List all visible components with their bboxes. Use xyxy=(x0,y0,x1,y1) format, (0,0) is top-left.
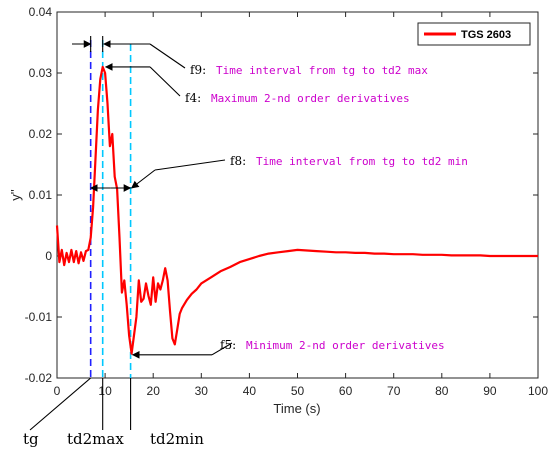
f8-leader xyxy=(154,159,226,171)
x-axis-label: Time (s) xyxy=(273,401,320,416)
y-tick-label: -0.01 xyxy=(25,310,53,324)
x-tick-label: 70 xyxy=(387,384,401,398)
x-tick-label: 10 xyxy=(98,384,112,398)
f4-leader xyxy=(149,66,181,97)
x-tick-label: 40 xyxy=(243,384,257,398)
f9-leader xyxy=(149,43,186,69)
marker-label-tg: tg xyxy=(23,430,39,448)
annotation-f8-text: Time interval from tg to td2 min xyxy=(256,155,468,168)
annotation-f5-key: f5: xyxy=(220,338,236,352)
annotation-f8: f8: Time interval from tg to td2 min xyxy=(230,154,468,168)
x-tick-label: 80 xyxy=(435,384,449,398)
legend: TGS 2603 xyxy=(417,22,531,46)
annotation-f4: f4: Maximum 2-nd order derivatives xyxy=(185,91,410,105)
x-tick-label: 0 xyxy=(54,384,61,398)
x-tick-label: 30 xyxy=(195,384,209,398)
marker-label-td2min: td2min xyxy=(150,430,204,448)
y-tick-label: 0.04 xyxy=(29,5,53,19)
marker-lines xyxy=(89,40,132,378)
y-tick-label: 0.02 xyxy=(29,127,53,141)
annotation-f4-text: Maximum 2-nd order derivatives xyxy=(211,92,410,105)
annotation-f4-key: f4: xyxy=(185,91,201,105)
x-axis-ticks: 0 10 20 30 40 50 60 70 80 90 100 xyxy=(54,12,548,398)
x-tick-label: 100 xyxy=(528,384,548,398)
x-tick-label: 60 xyxy=(339,384,353,398)
f5-leader xyxy=(211,342,233,356)
y-axis-label: y'' xyxy=(8,189,23,200)
y-tick-label: 0.01 xyxy=(29,188,53,202)
legend-entry: TGS 2603 xyxy=(461,29,511,41)
x-tick-label: 50 xyxy=(291,384,305,398)
f8-pointer xyxy=(130,169,156,189)
annotation-f9: f9: Time interval from tg to td2 max xyxy=(190,63,428,77)
series-layer xyxy=(55,65,538,355)
x-tick-label: 20 xyxy=(147,384,161,398)
series-line-0 xyxy=(55,65,538,355)
marker-label-td2max: td2max xyxy=(67,430,124,448)
y-tick-label: 0.03 xyxy=(29,66,53,80)
legend-box xyxy=(417,22,531,46)
y-tick-label: -0.02 xyxy=(25,371,53,385)
y-tick-label: 0 xyxy=(45,249,52,263)
annotation-f8-key: f8: xyxy=(230,154,246,168)
x-tick-label: 90 xyxy=(483,384,497,398)
annotation-f5: f5: Minimum 2-nd order derivatives xyxy=(220,338,445,352)
annotation-f5-text: Minimum 2-nd order derivatives xyxy=(246,339,445,352)
annotation-f9-key: f9: xyxy=(190,63,206,77)
tg-leader xyxy=(29,377,92,431)
annotation-f9-text: Time interval from tg to td2 max xyxy=(216,64,428,77)
annotation-arrows xyxy=(29,36,233,431)
